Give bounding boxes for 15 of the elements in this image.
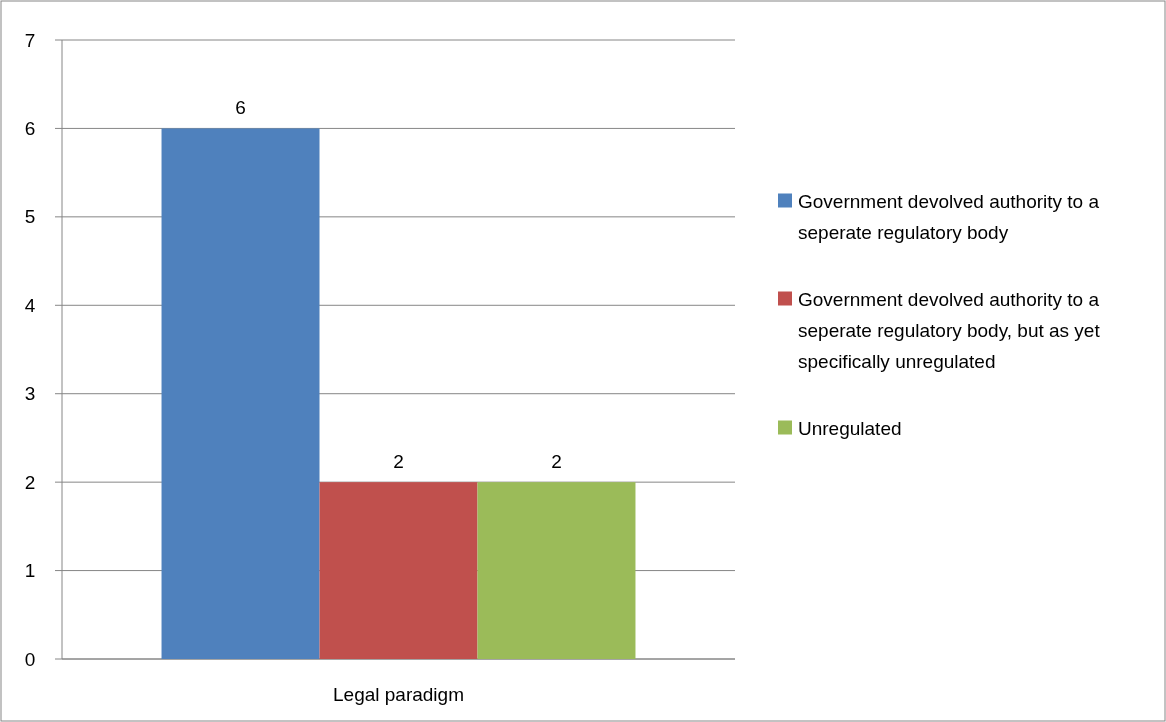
y-tick-label: 1: [24, 560, 36, 582]
legend-label: Government devolved authority to a seperate regulatory body: [798, 190, 1100, 242]
y-tick-label: 6: [24, 117, 36, 139]
y-tick-label: 5: [24, 206, 36, 228]
y-tick-label: 4: [24, 294, 36, 316]
data-label: 2: [551, 451, 562, 473]
y-tick-label: 7: [24, 29, 36, 51]
legend-label: Unregulated: [798, 417, 902, 438]
y-tick-label: 3: [24, 383, 36, 405]
data-label: 6: [235, 97, 246, 119]
x-tick-label: Legal paradigm: [333, 683, 464, 705]
data-label: 2: [393, 451, 404, 473]
y-tick-label: 0: [24, 648, 36, 670]
legend-label: Government devolved authority to a seperate regulatory body, but as yet specifically unregulated: [798, 288, 1101, 371]
y-tick-label: 2: [24, 471, 36, 493]
